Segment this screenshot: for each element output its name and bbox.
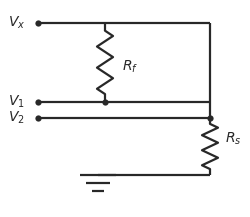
Text: $V_1$: $V_1$	[8, 94, 24, 110]
Text: $V_2$: $V_2$	[8, 110, 24, 127]
Text: $R_f$: $R_f$	[122, 59, 139, 76]
Text: $V_x$: $V_x$	[8, 15, 25, 31]
Text: $R_s$: $R_s$	[225, 131, 242, 147]
